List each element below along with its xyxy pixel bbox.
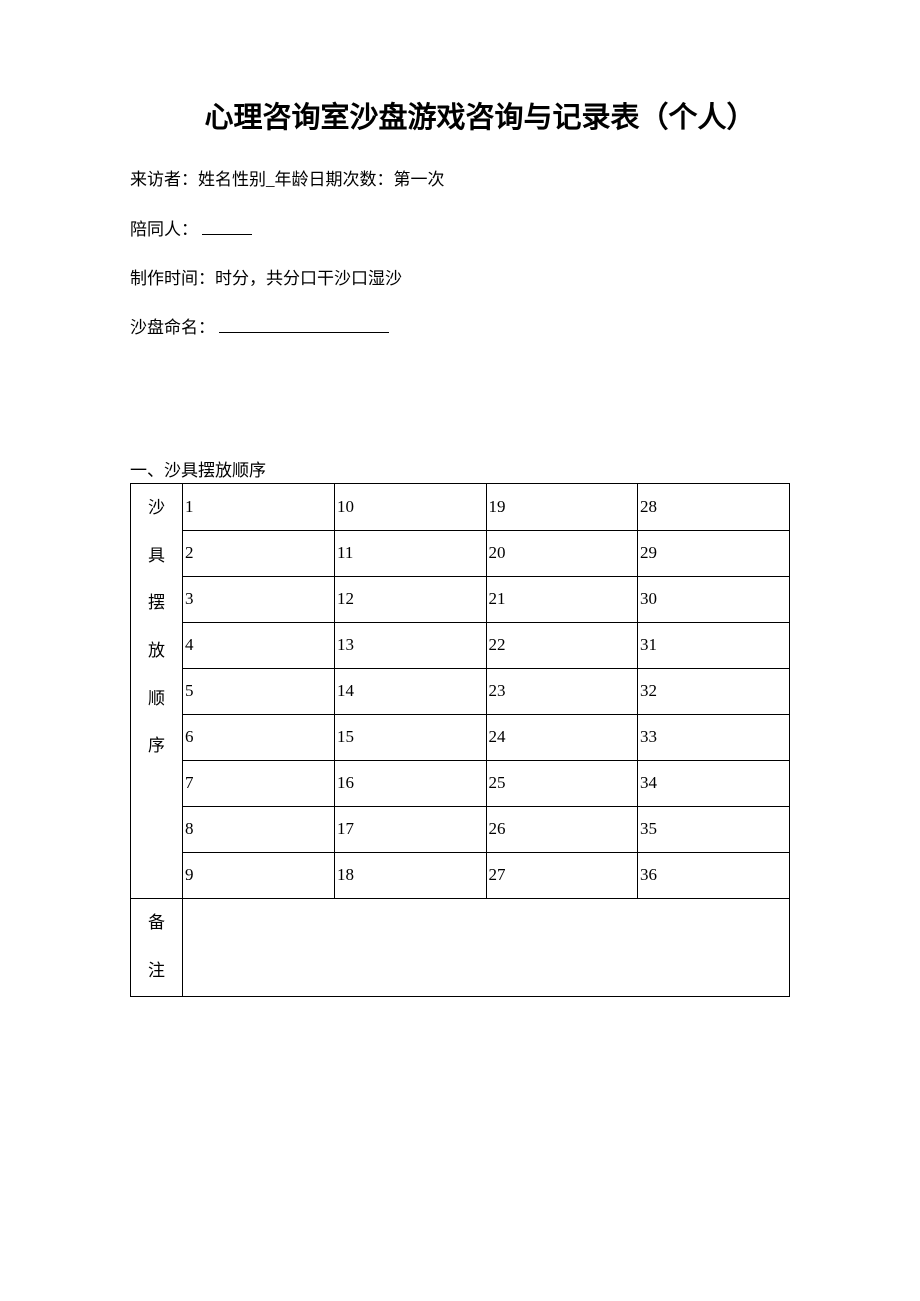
- table-row-notes: 备 注: [131, 899, 790, 997]
- table-row: 8 17 26 35: [183, 806, 789, 852]
- companion-line: 陪同人：: [130, 216, 790, 243]
- num-cell: 13: [335, 622, 487, 668]
- num-cell: 16: [335, 760, 487, 806]
- num-cell: 32: [638, 668, 790, 714]
- num-cell: 14: [335, 668, 487, 714]
- inner-number-table: 1 10 19 28 2 11 20 29 3 12 21 30: [183, 484, 789, 898]
- num-cell: 29: [638, 530, 790, 576]
- num-cell: 2: [183, 530, 335, 576]
- num-cell: 5: [183, 668, 335, 714]
- num-cell: 1: [183, 484, 335, 530]
- num-cell: 11: [335, 530, 487, 576]
- sandtray-name-blank: [219, 316, 389, 333]
- num-cell: 8: [183, 806, 335, 852]
- sandtray-name-line: 沙盘命名：: [130, 314, 790, 341]
- table-row: 5 14 23 32: [183, 668, 789, 714]
- num-cell: 12: [335, 576, 487, 622]
- vh-char: 顺: [131, 675, 182, 723]
- num-cell: 7: [183, 760, 335, 806]
- section1-heading: 一、沙具摆放顺序: [130, 456, 790, 481]
- num-cell: 20: [486, 530, 638, 576]
- table-row: 4 13 22 31: [183, 622, 789, 668]
- num-cell: 36: [638, 852, 790, 898]
- num-cell: 34: [638, 760, 790, 806]
- num-cell: 9: [183, 852, 335, 898]
- table-row: 3 12 21 30: [183, 576, 789, 622]
- num-cell: 19: [486, 484, 638, 530]
- table-row: 2 11 20 29: [183, 530, 789, 576]
- num-cell: 4: [183, 622, 335, 668]
- num-cell: 21: [486, 576, 638, 622]
- num-cell: 31: [638, 622, 790, 668]
- num-cell: 30: [638, 576, 790, 622]
- num-cell: 25: [486, 760, 638, 806]
- notes-cell: [183, 899, 790, 997]
- vh-char: 序: [131, 722, 182, 770]
- table-row: 6 15 24 33: [183, 714, 789, 760]
- num-cell: 26: [486, 806, 638, 852]
- order-table: 沙 具 摆 放 顺 序 1 10 19 28 2 11 20 29: [130, 483, 790, 997]
- document-title: 心理咨询室沙盘游戏咨询与记录表（个人）: [130, 95, 790, 141]
- vh-char: 摆: [131, 579, 182, 627]
- companion-blank: [202, 218, 252, 235]
- vh-char: 备: [131, 899, 182, 947]
- num-cell: 15: [335, 714, 487, 760]
- vh-char: 具: [131, 532, 182, 580]
- num-cell: 10: [335, 484, 487, 530]
- table-row: 7 16 25 34: [183, 760, 789, 806]
- vertical-header-order: 沙 具 摆 放 顺 序: [131, 484, 183, 899]
- num-cell: 6: [183, 714, 335, 760]
- num-cell: 18: [335, 852, 487, 898]
- vh-char: 沙: [131, 484, 182, 532]
- num-cell: 35: [638, 806, 790, 852]
- num-cell: 27: [486, 852, 638, 898]
- production-time-line: 制作时间：时分，共分口干沙口湿沙: [130, 265, 790, 292]
- companion-label: 陪同人：: [130, 220, 198, 239]
- table-row: 9 18 27 36: [183, 852, 789, 898]
- num-cell: 23: [486, 668, 638, 714]
- num-cell: 24: [486, 714, 638, 760]
- vh-char: 注: [131, 947, 182, 995]
- num-cell: 3: [183, 576, 335, 622]
- table-row-main: 沙 具 摆 放 顺 序 1 10 19 28 2 11 20 29: [131, 484, 790, 899]
- num-cell: 28: [638, 484, 790, 530]
- visitor-info-line: 来访者：姓名性别_年龄日期次数：第一次: [130, 166, 790, 193]
- sandtray-name-label: 沙盘命名：: [130, 318, 215, 337]
- table-row: 1 10 19 28: [183, 484, 789, 530]
- vh-char: 放: [131, 627, 182, 675]
- num-cell: 17: [335, 806, 487, 852]
- inner-grid-cell: 1 10 19 28 2 11 20 29 3 12 21 30: [183, 484, 790, 899]
- num-cell: 22: [486, 622, 638, 668]
- vertical-header-notes: 备 注: [131, 899, 183, 997]
- num-cell: 33: [638, 714, 790, 760]
